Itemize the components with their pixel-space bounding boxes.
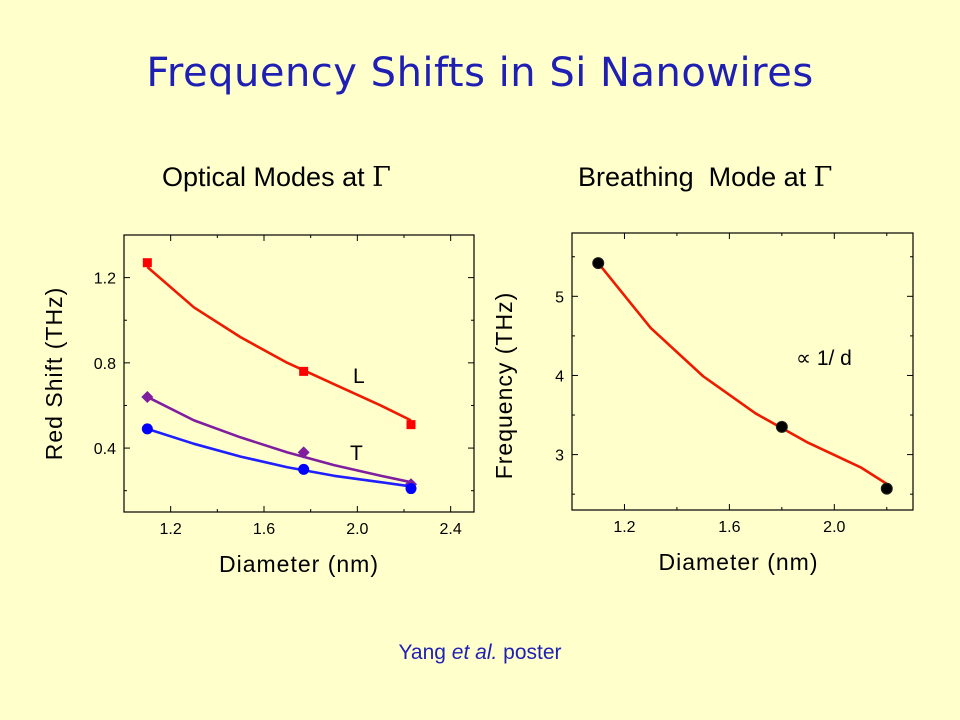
gamma-symbol: Γ (813, 162, 833, 193)
page-title: Frequency Shifts in Si Nanowires (146, 50, 814, 96)
plot-frame (571, 232, 914, 511)
y-tick-label: 5 (555, 289, 564, 306)
data-point-circle (592, 257, 605, 270)
fit-curve (597, 262, 888, 485)
y-tick-label: 1.2 (94, 271, 116, 288)
chart-left-title-text: Optical Modes at (162, 162, 365, 192)
annotation-label: L (353, 365, 365, 388)
x-tick-label: 2.4 (440, 521, 462, 538)
data-point-square (142, 258, 152, 268)
y-tick-label: 3 (555, 448, 564, 465)
data-point-square (406, 420, 416, 430)
credit-etal: et al. (451, 641, 498, 664)
x-axis-title: Diameter (nm) (219, 551, 379, 577)
data-point-circle (405, 483, 417, 495)
y-axis-title: Frequency (THz) (491, 292, 517, 480)
x-tick-label: 2.0 (823, 519, 845, 536)
x-tick-label: 1.6 (253, 521, 275, 538)
data-point-circle (880, 482, 893, 495)
y-tick-label: 0.4 (94, 441, 116, 458)
data-point-circle (298, 463, 310, 475)
annotation-label: ∝ 1/ d (796, 347, 852, 370)
chart-left-title: Optical Modes at Γ (162, 162, 391, 193)
x-tick-label: 1.2 (613, 519, 635, 536)
fit-curve (146, 395, 412, 484)
gamma-symbol: Γ (372, 162, 391, 193)
x-tick-label: 1.6 (718, 519, 740, 536)
y-tick-label: 4 (555, 368, 564, 385)
plot-frame (123, 234, 475, 513)
data-point-circle (141, 423, 153, 435)
data-point-circle (775, 420, 788, 433)
data-point-diamond (141, 390, 154, 403)
x-tick-label: 2.0 (346, 521, 368, 538)
annotation-label: T (350, 442, 363, 465)
credit-author: Yang (398, 641, 446, 664)
x-tick-label: 1.2 (160, 521, 182, 538)
data-point-diamond (297, 446, 310, 459)
chart-right-title-text: Breathing Mode at (578, 162, 807, 192)
credit-line: Yang et al. poster (0, 641, 960, 665)
y-tick-label: 0.8 (94, 356, 116, 373)
fit-curve (146, 427, 412, 488)
data-point-square (299, 366, 309, 376)
y-axis-title: Red Shift (THz) (41, 287, 67, 460)
fit-curve (146, 265, 412, 422)
credit-rest: poster (503, 641, 562, 664)
chart-right-title: Breathing Mode at Γ (578, 162, 832, 193)
x-axis-title: Diameter (nm) (659, 549, 819, 575)
